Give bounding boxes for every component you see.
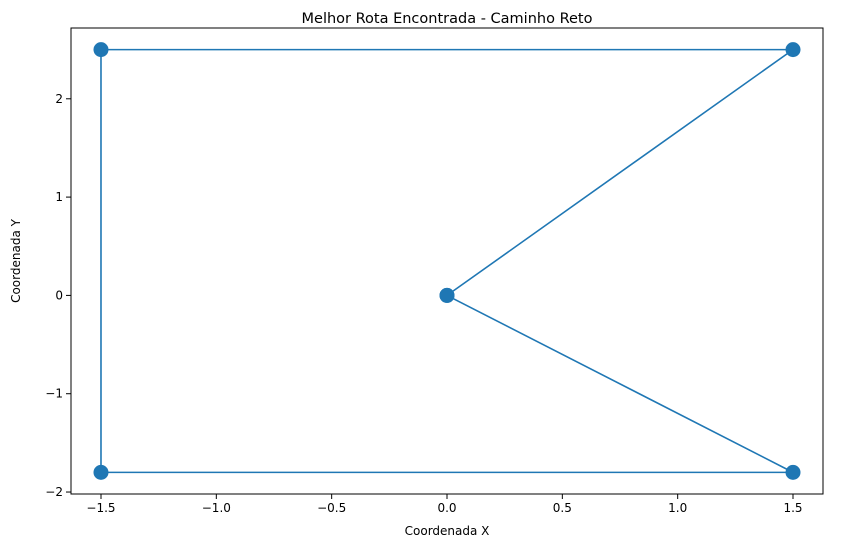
route-point	[785, 464, 801, 480]
y-tick-label: 0	[55, 288, 63, 302]
route-point	[439, 287, 455, 303]
y-axis-label: Coordenada Y	[9, 218, 23, 303]
route-point	[93, 464, 109, 480]
x-tick-label: 0.5	[553, 501, 572, 515]
y-tick-label: 2	[55, 92, 63, 106]
route-line	[100, 48, 794, 474]
y-tick-label: −2	[45, 485, 63, 499]
x-tick-label: −1.5	[86, 501, 115, 515]
x-tick-label: 1.5	[783, 501, 802, 515]
y-axis: −2 −1 0 1 2	[45, 92, 71, 499]
x-tick-label: 0.0	[437, 501, 456, 515]
plot-area	[93, 42, 801, 480]
x-tick-label: −1.0	[202, 501, 231, 515]
route-point	[785, 42, 801, 58]
x-axis: −1.5 −1.0 −0.5 0.0 0.5 1.0 1.5	[86, 494, 803, 515]
route-point	[93, 42, 109, 58]
chart-title: Melhor Rota Encontrada - Caminho Reto	[302, 11, 593, 27]
x-axis-label: Coordenada X	[405, 524, 490, 538]
x-tick-label: −0.5	[317, 501, 346, 515]
y-tick-label: 1	[55, 190, 63, 204]
x-tick-label: 1.0	[668, 501, 687, 515]
y-tick-label: −1	[45, 387, 63, 401]
